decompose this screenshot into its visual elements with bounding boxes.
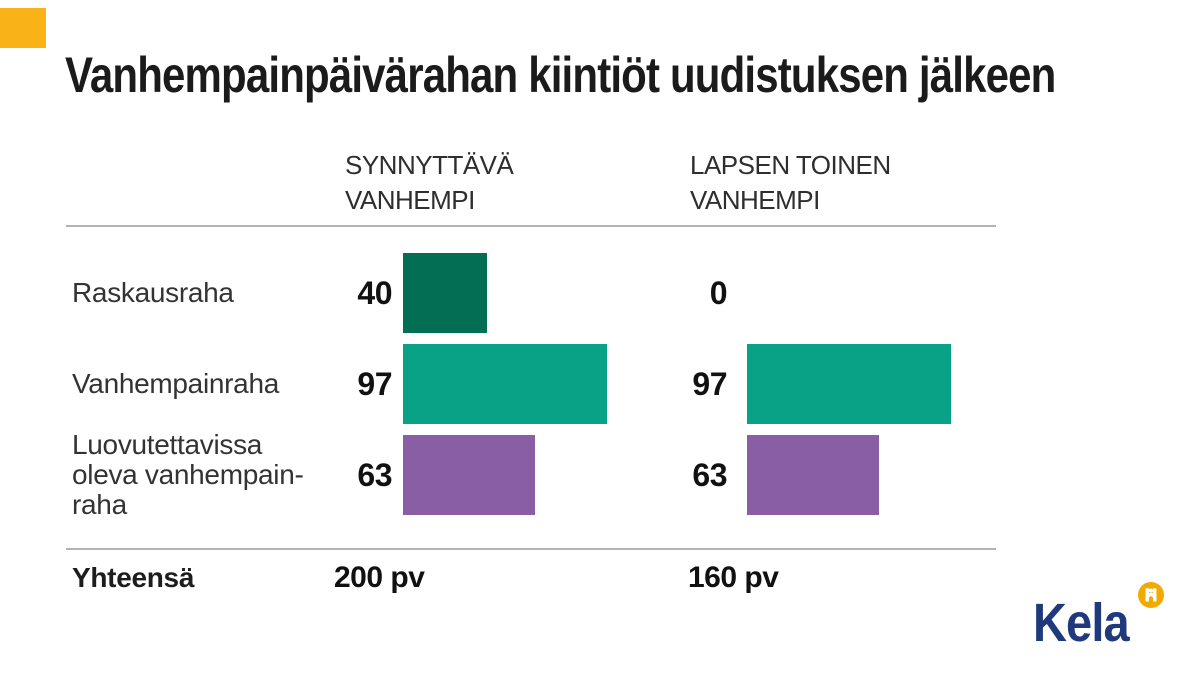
page-title: Vanhempainpäivärahan kiintiöt uudistukse… xyxy=(65,47,1056,103)
bar-vanhempainraha-toinen xyxy=(747,344,951,424)
column-header-synnyttava-vanhempi: SYNNYTTÄVÄ VANHEMPI xyxy=(345,150,514,215)
value-vanhempainraha-toinen: 97 xyxy=(692,365,727,402)
row-label-luovutettava-vanhempainraha: Luovutettavissa oleva vanhempain- raha xyxy=(72,429,304,520)
bar-raskausraha-synnyttava xyxy=(403,253,487,333)
value-raskausraha-toinen: 0 xyxy=(709,274,728,311)
kela-logo: Kela xyxy=(1033,582,1173,652)
castle-icon xyxy=(1138,582,1164,608)
row-label-vanhempainraha: Vanhempainraha xyxy=(72,368,279,399)
bar-luovutettava-synnyttava xyxy=(403,435,535,515)
totals-row-label: Yhteensä xyxy=(72,562,195,593)
total-synnyttava: 200 pv xyxy=(334,561,425,594)
bar-luovutettava-toinen xyxy=(747,435,879,515)
total-toinen: 160 pv xyxy=(688,561,779,594)
brand-corner-square xyxy=(0,8,46,48)
value-luovutettava-synnyttava: 63 xyxy=(357,456,392,493)
value-raskausraha-synnyttava: 40 xyxy=(357,274,392,311)
kela-wordmark: Kela xyxy=(1033,593,1130,653)
bar-vanhempainraha-synnyttava xyxy=(403,344,607,424)
header-divider-line xyxy=(66,225,996,227)
row-label-raskausraha: Raskausraha xyxy=(72,277,234,308)
value-luovutettava-toinen: 63 xyxy=(692,456,727,493)
totals-divider-line xyxy=(66,548,996,550)
value-vanhempainraha-synnyttava: 97 xyxy=(357,365,392,402)
column-header-lapsen-toinen-vanhempi: LAPSEN TOINEN VANHEMPI xyxy=(690,150,891,215)
